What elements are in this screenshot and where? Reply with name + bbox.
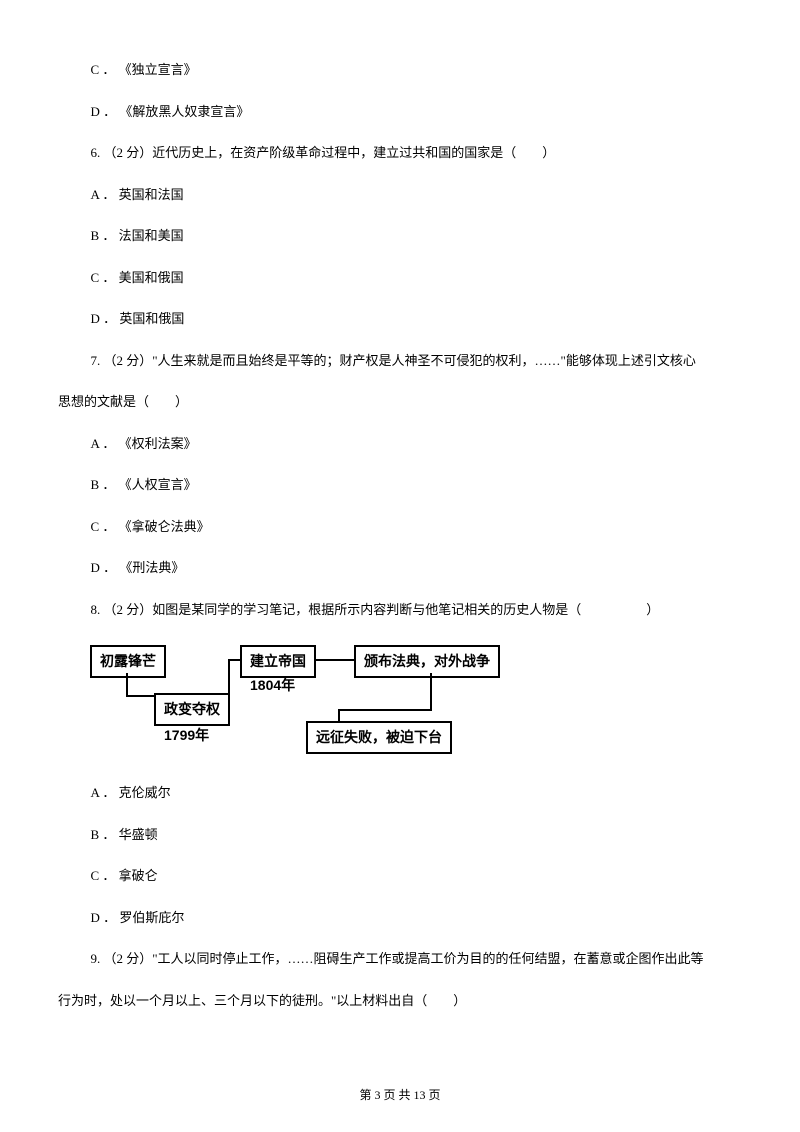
q7-option-b: B ． 《人权宣言》 (58, 475, 742, 495)
diagram-year-1804: 1804年 (250, 675, 295, 696)
q5-option-c: C ． 《独立宣言》 (58, 60, 742, 80)
q8-option-b: B ． 华盛顿 (58, 825, 742, 845)
diagram-conn-2v (228, 659, 230, 695)
q7-stem-line2: 思想的文献是（ ） (58, 392, 742, 412)
q8-stem: 8. （2 分）如图是某同学的学习笔记，根据所示内容判断与他笔记相关的历史人物是… (58, 600, 742, 620)
diagram-conn-4v (430, 673, 432, 709)
diagram-node-2: 政变夺权 (154, 693, 230, 726)
q7-option-c: C ． 《拿破仑法典》 (58, 517, 742, 537)
q7-stem-line1: 7. （2 分）"人生来就是而且始终是平等的；财产权是人神圣不可侵犯的权利，……… (58, 351, 742, 371)
q7-option-d: D ． 《刑法典》 (58, 558, 742, 578)
q5-option-d: D ． 《解放黑人奴隶宣言》 (58, 102, 742, 122)
diagram-node-3: 建立帝国 (240, 645, 316, 678)
diagram-node-4: 颁布法典，对外战争 (354, 645, 500, 678)
diagram-conn-4h (338, 709, 432, 711)
diagram-conn-1v (126, 673, 128, 695)
diagram-conn-1h (126, 695, 156, 697)
q9-stem-line1: 9. （2 分）"工人以同时停止工作，……阻碍生产工作或提高工价为目的的任何结盟… (58, 949, 742, 969)
q6-option-c: C ． 美国和俄国 (58, 268, 742, 288)
diagram-year-1799: 1799年 (164, 725, 209, 746)
q8-diagram: 初露锋芒 政变夺权 1799年 建立帝国 1804年 颁布法典，对外战争 远征失… (90, 641, 570, 761)
q6-option-b: B ． 法国和美国 (58, 226, 742, 246)
q8-option-c: C ． 拿破仑 (58, 866, 742, 886)
diagram-node-1: 初露锋芒 (90, 645, 166, 678)
q7-option-a: A ． 《权利法案》 (58, 434, 742, 454)
q8-option-d: D ． 罗伯斯庇尔 (58, 908, 742, 928)
q8-option-a: A ． 克伦威尔 (58, 783, 742, 803)
q6-stem: 6. （2 分）近代历史上，在资产阶级革命过程中，建立过共和国的国家是（ ） (58, 143, 742, 163)
diagram-node-5: 远征失败，被迫下台 (306, 721, 452, 754)
q6-option-d: D ． 英国和俄国 (58, 309, 742, 329)
diagram-conn-3h (316, 659, 356, 661)
page-footer: 第 3 页 共 13 页 (0, 1086, 800, 1104)
q9-stem-line2: 行为时，处以一个月以上、三个月以下的徒刑。"以上材料出自（ ） (58, 991, 742, 1011)
q6-option-a: A ． 英国和法国 (58, 185, 742, 205)
